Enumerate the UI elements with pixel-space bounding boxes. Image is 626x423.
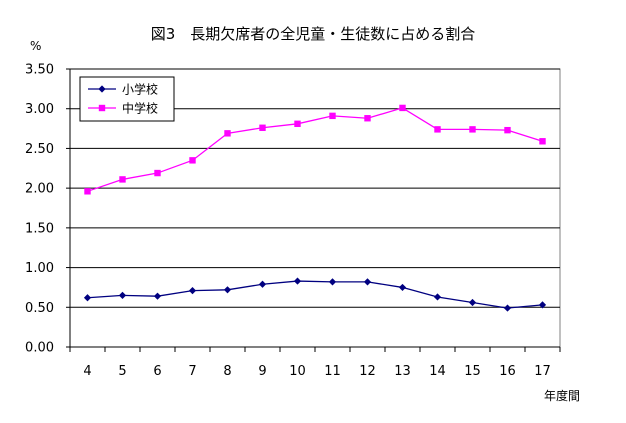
legend-marker (98, 85, 106, 93)
y-tick-label: 2.50 (25, 142, 54, 157)
data-point (154, 169, 161, 177)
series-2 (84, 104, 546, 195)
legend-marker (98, 104, 106, 112)
chart-title: 図3 長期欠席者の全児童・生徒数に占める割合 (151, 25, 476, 43)
data-point (398, 283, 407, 292)
series-line (87, 107, 543, 192)
x-tick-label: 16 (499, 364, 516, 379)
x-axis-unit: 年度間 (544, 388, 580, 403)
series-layer (83, 104, 547, 312)
x-tick-label: 6 (153, 364, 161, 379)
x-tick-label: 10 (289, 364, 306, 379)
data-point (468, 298, 477, 307)
data-point (469, 126, 476, 133)
x-tick-label: 11 (324, 364, 341, 379)
legend-box (79, 76, 175, 122)
data-point (84, 188, 91, 195)
y-tick-label: 1.00 (25, 261, 54, 276)
data-point (503, 304, 512, 312)
data-point (83, 294, 92, 302)
y-tick-label: 3.00 (25, 102, 54, 117)
y-tick-label: 0.50 (25, 301, 54, 316)
data-point (364, 115, 371, 122)
x-tick-label: 17 (534, 364, 551, 379)
x-tick-label: 8 (223, 364, 231, 379)
data-point (188, 287, 197, 295)
data-point (258, 280, 267, 288)
data-point (504, 126, 511, 134)
data-point (433, 293, 442, 301)
y-axis-unit: % (30, 39, 41, 53)
data-point (189, 157, 196, 164)
data-point (328, 278, 337, 286)
y-tick-label: 1.50 (25, 221, 54, 236)
data-point (294, 120, 301, 128)
data-point (363, 278, 372, 286)
y-tick-label: 2.00 (25, 182, 54, 197)
series-1 (83, 277, 547, 312)
x-tick-label: 9 (258, 364, 266, 379)
data-point (329, 112, 336, 120)
data-point (434, 126, 441, 133)
data-point (539, 138, 546, 145)
legend-entry: 小学校 (88, 82, 158, 97)
x-tick-label: 14 (429, 364, 446, 379)
y-axis-ticks: 0.00 0.50 1.00 1.50 2.00 2.50 3.00 3.50 (25, 63, 70, 356)
x-tick-label: 7 (188, 364, 196, 379)
data-point (224, 130, 231, 137)
x-tick-label: 12 (359, 364, 376, 379)
x-tick-label: 4 (83, 364, 91, 379)
series-line (87, 280, 543, 309)
x-axis-ticks: 4 5 6 7 8 9 10 11 12 13 14 15 16 17 (69, 347, 561, 379)
y-tick-label: 3.50 (25, 63, 54, 78)
y-tick-label: 0.00 (25, 341, 54, 356)
data-point (293, 277, 302, 285)
legend-entry: 中学校 (88, 101, 158, 116)
data-point (538, 301, 547, 309)
legend-label: 中学校 (122, 101, 158, 116)
x-tick-label: 15 (464, 364, 481, 379)
data-point (399, 104, 406, 112)
data-point (223, 286, 232, 294)
x-tick-label: 13 (394, 364, 411, 379)
legend-label: 小学校 (122, 82, 158, 97)
x-tick-label: 5 (118, 364, 126, 379)
data-point (153, 292, 162, 300)
data-point (118, 291, 127, 299)
data-point (119, 176, 126, 183)
data-point (259, 124, 266, 131)
